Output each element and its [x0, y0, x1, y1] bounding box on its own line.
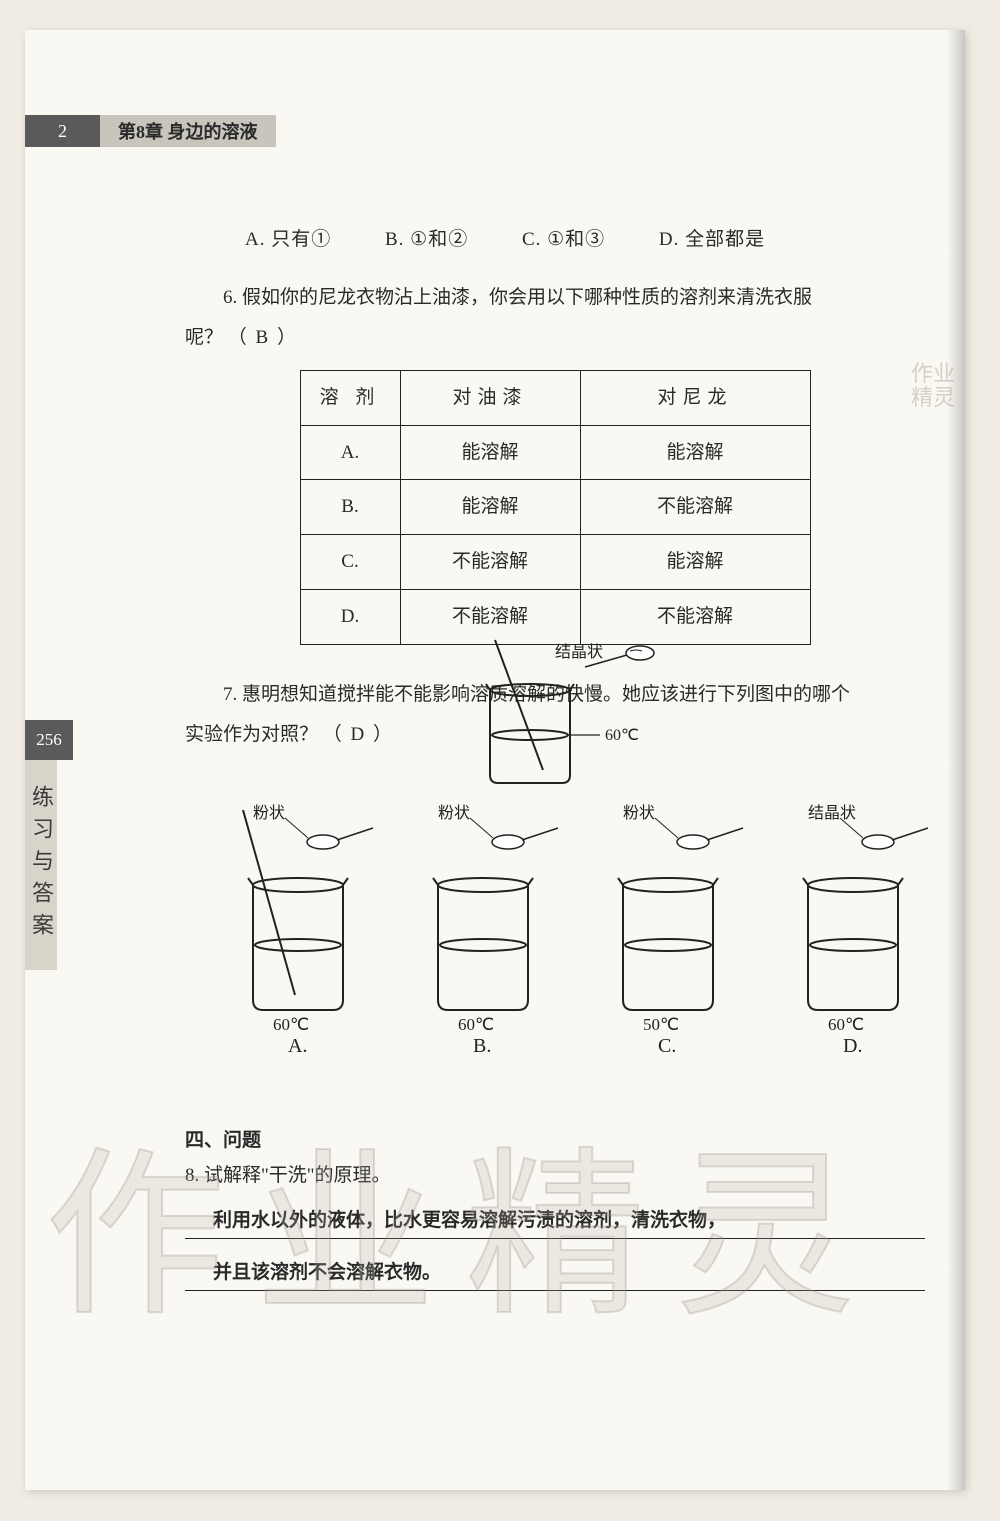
svg-text:D.: D.	[843, 1035, 862, 1057]
q6-line2: 呢？	[185, 327, 223, 348]
q8-answer-line-2: 并且该溶剂不会溶解衣物。	[185, 1257, 925, 1291]
th-nylon: 对尼龙	[580, 370, 810, 425]
q6-paren-close: ）	[277, 327, 296, 348]
diagram-option-B: 粉状 60℃ B.	[398, 800, 568, 1060]
cell: C.	[300, 535, 400, 590]
ref-temp: 60℃	[605, 727, 639, 744]
diagram-option-A: 粉状 60℃ A.	[213, 800, 383, 1060]
q5-opt-a: A. 只有①	[245, 229, 331, 250]
svg-text:50℃: 50℃	[643, 1015, 679, 1034]
svg-text:B.: B.	[473, 1035, 491, 1057]
diagram-options-row: 粉状 60℃ A. 粉状	[205, 800, 945, 1060]
cell: D.	[300, 590, 400, 645]
svg-text:60℃: 60℃	[273, 1015, 309, 1034]
q7-paren-close: ）	[373, 724, 392, 745]
diagram-option-C: 粉状 50℃ C.	[583, 800, 753, 1060]
side-section-label: 练习与答案	[25, 760, 57, 970]
section4-title: 四、问题	[185, 1125, 925, 1152]
svg-text:C.: C.	[658, 1035, 676, 1057]
svg-text:60℃: 60℃	[458, 1015, 494, 1034]
table-row: B. 能溶解 不能溶解	[300, 480, 810, 535]
svg-text:粉状: 粉状	[253, 804, 285, 822]
q7-answer: D	[347, 724, 369, 745]
cell: 能溶解	[400, 480, 580, 535]
side-tab: 256 练习与答案	[25, 720, 73, 970]
table-row: A. 能溶解 能溶解	[300, 425, 810, 480]
cell: A.	[300, 425, 400, 480]
q7-line2: 实验作为对照？	[185, 724, 318, 745]
reference-diagram: 结晶状 60℃	[435, 635, 685, 800]
cell: 能溶解	[580, 425, 810, 480]
svg-text:粉状: 粉状	[438, 804, 470, 822]
q5-options: A. 只有① B. ①和② C. ①和③ D. 全部都是	[185, 220, 925, 260]
ref-beaker-svg: 结晶状 60℃	[435, 635, 695, 795]
question-6: 6. 假如你的尼龙衣物沾上油漆，你会用以下哪种性质的溶剂来清洗衣服 呢？ （ B…	[185, 278, 925, 645]
table-row: C. 不能溶解 能溶解	[300, 535, 810, 590]
diagram-option-D: 结晶状 60℃ D.	[768, 800, 938, 1060]
q8-answer-line-1: 利用水以外的液体，比水更容易溶解污渍的溶剂，清洗衣物，	[185, 1205, 925, 1239]
cell: 能溶解	[580, 535, 810, 590]
q7-paren-open: （	[323, 724, 342, 745]
page-number: 2	[25, 115, 100, 147]
q5-opt-b: B. ①和②	[385, 229, 468, 250]
torn-edge-icon	[947, 30, 965, 1490]
svg-text:60℃: 60℃	[828, 1015, 864, 1034]
cell: 能溶解	[400, 425, 580, 480]
section-4: 四、问题 8. 试解释"干洗"的原理。 利用水以外的液体，比水更容易溶解污渍的溶…	[185, 1125, 925, 1291]
solvent-table: 溶 剂 对油漆 对尼龙 A. 能溶解 能溶解 B. 能溶解 不能溶解	[300, 370, 811, 645]
q5-opt-d: D. 全部都是	[659, 229, 765, 250]
question-8: 8. 试解释"干洗"的原理。	[185, 1160, 925, 1187]
cell: 不能溶解	[580, 480, 810, 535]
q5-opt-c: C. ①和③	[522, 229, 605, 250]
q6-line1: 6. 假如你的尼龙衣物沾上油漆，你会用以下哪种性质的溶剂来清洗衣服	[185, 278, 925, 318]
cell: B.	[300, 480, 400, 535]
chapter-title: 第8章 身边的溶液	[100, 115, 276, 147]
th-solvent: 溶 剂	[300, 370, 400, 425]
ref-spoon-label: 结晶状	[555, 643, 603, 661]
svg-text:A.: A.	[288, 1035, 307, 1057]
table-header-row: 溶 剂 对油漆 对尼龙	[300, 370, 810, 425]
q6-paren-open: （	[228, 327, 247, 348]
th-paint: 对油漆	[400, 370, 580, 425]
svg-text:粉状: 粉状	[623, 804, 655, 822]
svg-text:结晶状: 结晶状	[808, 804, 856, 822]
q6-answer: B	[252, 327, 273, 348]
chapter-header: 2 第8章 身边的溶液	[25, 115, 276, 147]
q6-line2-wrap: 呢？ （ B ）	[25, 318, 925, 358]
cell: 不能溶解	[400, 535, 580, 590]
page-container: 2 第8章 身边的溶液 256 练习与答案 A. 只有① B. ①和② C. ①…	[25, 30, 965, 1490]
